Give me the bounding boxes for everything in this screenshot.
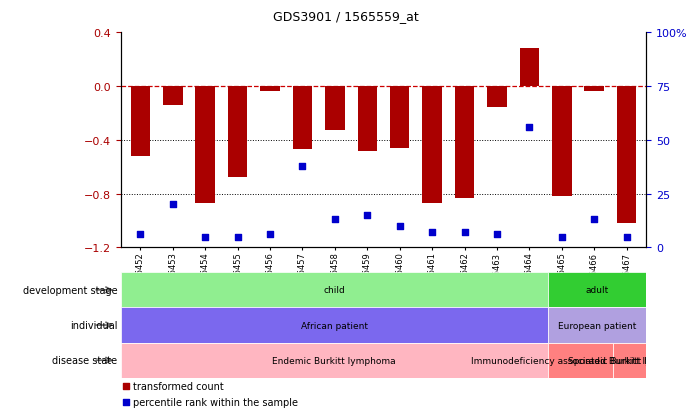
Text: adult: adult [585, 286, 609, 294]
Text: transformed count: transformed count [133, 381, 224, 391]
Point [589, 216, 600, 223]
Text: percentile rank within the sample: percentile rank within the sample [133, 397, 298, 407]
Point [491, 232, 502, 238]
Point [167, 202, 178, 208]
Point [394, 223, 405, 230]
Point [362, 212, 373, 219]
Point [297, 163, 308, 169]
Point [135, 232, 146, 238]
Bar [487, 87, 507, 108]
Text: child: child [323, 286, 345, 294]
Text: development stage: development stage [23, 285, 117, 295]
Bar [163, 87, 182, 105]
Text: European patient: European patient [558, 321, 636, 330]
Bar [196, 87, 215, 204]
Text: Immunodeficiency associated Burkitt lymphoma: Immunodeficiency associated Burkitt lymp… [471, 356, 690, 365]
Bar [422, 87, 442, 204]
Point [265, 232, 276, 238]
Bar [547, 343, 614, 378]
Text: individual: individual [70, 320, 117, 330]
Text: GDS3901 / 1565559_at: GDS3901 / 1565559_at [273, 10, 418, 23]
Bar [390, 87, 410, 148]
Text: African patient: African patient [301, 321, 368, 330]
Point [120, 399, 131, 406]
Bar [547, 273, 646, 308]
Point [330, 216, 341, 223]
Bar [617, 87, 636, 224]
Point [120, 382, 131, 389]
Point [621, 234, 632, 240]
Bar [325, 87, 345, 131]
Bar [455, 87, 474, 198]
Point [426, 230, 437, 236]
Bar [121, 308, 547, 343]
Bar [357, 87, 377, 151]
Bar [261, 87, 280, 92]
Bar [228, 87, 247, 178]
Text: disease state: disease state [53, 355, 117, 366]
Bar [131, 87, 150, 157]
Point [232, 234, 243, 240]
Point [524, 124, 535, 131]
Bar [614, 343, 646, 378]
Bar [520, 49, 539, 87]
Bar [121, 273, 547, 308]
Bar [121, 343, 547, 378]
Point [200, 234, 211, 240]
Point [556, 234, 567, 240]
Bar [552, 87, 571, 197]
Bar [293, 87, 312, 150]
Text: Sporadic Burkitt lymphoma: Sporadic Burkitt lymphoma [567, 356, 691, 365]
Bar [547, 308, 646, 343]
Point [459, 230, 470, 236]
Text: Endemic Burkitt lymphoma: Endemic Burkitt lymphoma [272, 356, 396, 365]
Bar [585, 87, 604, 92]
